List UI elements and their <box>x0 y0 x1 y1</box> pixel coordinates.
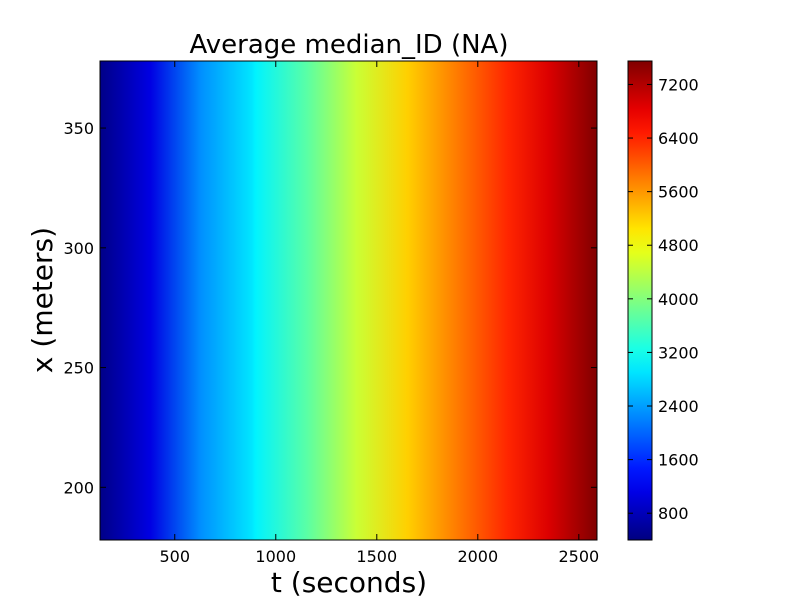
y-axis-ticks: 200 250 300 350 <box>63 119 597 497</box>
y-tick-label: 250 <box>63 359 94 378</box>
colorbar-tick-label: 800 <box>658 504 689 523</box>
colorbar <box>628 61 652 540</box>
colorbar-frame <box>627 60 653 541</box>
x-tick-label: 500 <box>159 547 190 566</box>
colorbar-tick-label: 3200 <box>658 343 699 362</box>
x-tick-label: 2500 <box>558 547 599 566</box>
x-tick-label: 2000 <box>457 547 498 566</box>
colorbar-tick-label: 6400 <box>658 129 699 148</box>
y-tick-label: 200 <box>63 478 94 497</box>
x-tick-label: 1500 <box>356 547 397 566</box>
colorbar-tick-label: 5600 <box>658 183 699 202</box>
colorbar-tick-label: 1600 <box>658 451 699 470</box>
y-axis-label: x (meters) <box>26 227 59 373</box>
plot-frame <box>99 60 598 541</box>
colorbar-tick-label: 4000 <box>658 290 699 309</box>
x-tick-label: 1000 <box>255 547 296 566</box>
colorbar-tick-label: 4800 <box>658 236 699 255</box>
y-tick-label: 300 <box>63 239 94 258</box>
x-axis-label: t (seconds) <box>271 566 427 599</box>
chart-title: Average median_ID (NA) <box>190 30 509 60</box>
heatmap-area <box>100 61 597 540</box>
colorbar-tick-label: 7200 <box>658 75 699 94</box>
y-tick-label: 350 <box>63 119 94 138</box>
colorbar-ticks: 800 1600 2400 3200 4000 4800 5600 6400 7200 <box>628 75 699 523</box>
x-axis-ticks: 500 1000 1500 2000 2500 <box>159 61 599 566</box>
colorbar-tick-label: 2400 <box>658 397 699 416</box>
